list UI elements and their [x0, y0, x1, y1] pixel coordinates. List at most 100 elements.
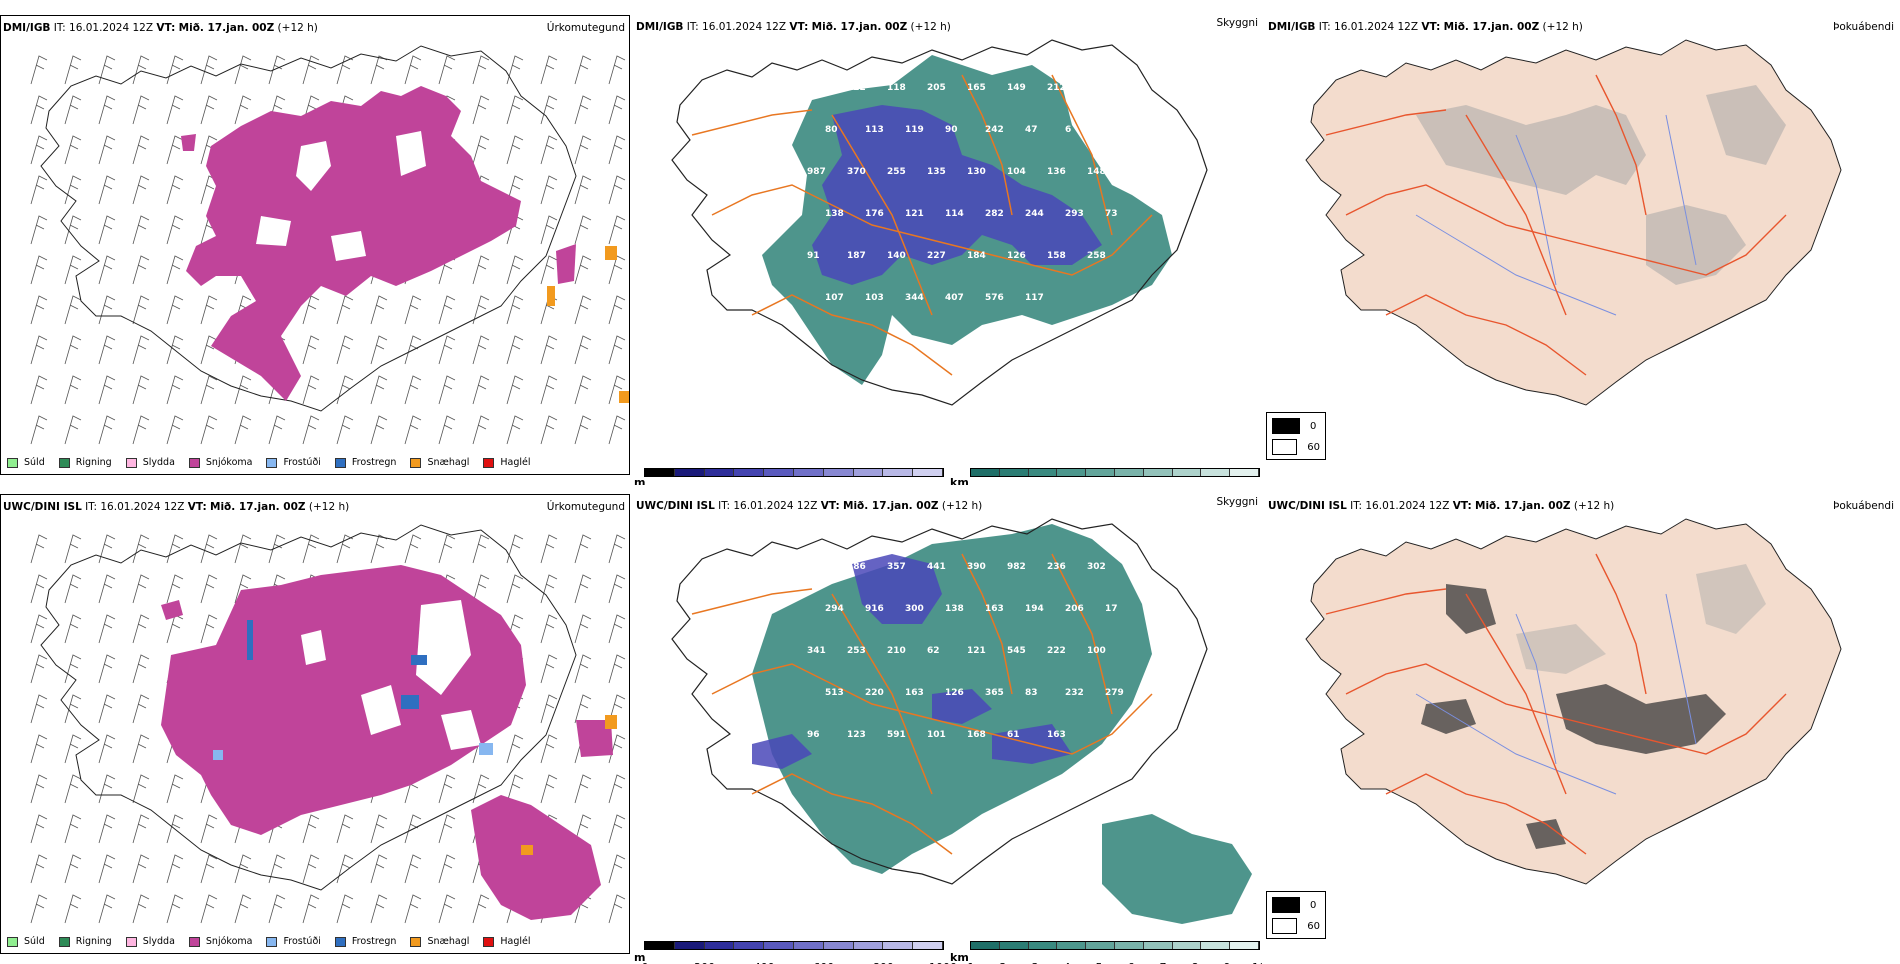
wind-barb	[200, 55, 218, 85]
wind-barb	[370, 55, 388, 85]
cloud-base-label: 107	[825, 293, 844, 303]
cloud-base-label: 232	[1065, 688, 1084, 698]
wind-barb	[98, 534, 116, 564]
visibility-unit: km	[950, 951, 969, 964]
wind-barb	[472, 574, 490, 604]
cloud-base-label: 104	[1007, 167, 1026, 177]
wind-barb	[608, 854, 626, 884]
precip-legend: Súld Rigning Slydda Snjókoma Frostúði Fr…	[7, 936, 531, 947]
wind-barb	[336, 295, 354, 325]
cloud-base-label: 126	[1007, 251, 1026, 261]
wind-barb	[302, 534, 320, 564]
wind-barb	[608, 295, 626, 325]
legend-item-rain: Rigning	[58, 457, 112, 468]
wind-barb	[30, 654, 48, 684]
cloud-base-label: 255	[887, 167, 906, 177]
panel-type-label: Þokuábendi	[1833, 21, 1894, 33]
wind-barb	[472, 774, 490, 804]
fog-map-top	[1305, 39, 1842, 406]
panel-type-label: Skyggni	[1216, 17, 1259, 29]
wind-barb	[540, 255, 558, 285]
colorbar-swatch	[823, 942, 854, 949]
wind-barb	[608, 694, 626, 724]
wind-barb	[404, 375, 422, 405]
wind-barb	[608, 95, 626, 125]
cloud-base-label: 242	[985, 125, 1004, 135]
wind-barb	[200, 814, 218, 844]
legend-item-freezing-drizzle: Frostúði	[266, 457, 321, 468]
wind-barb	[132, 135, 150, 165]
wind-barb	[64, 215, 82, 245]
colorbar-swatch	[764, 942, 794, 949]
wind-barb	[370, 814, 388, 844]
precip-type-map-top	[30, 45, 629, 445]
wind-barb	[506, 335, 524, 365]
wind-barb	[302, 854, 320, 884]
wind-barb	[64, 694, 82, 724]
cloud-base-label: 83	[1025, 688, 1038, 698]
wind-barb	[166, 534, 184, 564]
panel-title: UWC/DINI ISL IT: 16.01.2024 12Z VT: Mið.…	[636, 500, 983, 512]
wind-barb	[132, 415, 150, 445]
legend-item-freezing-rain: Frostregn	[334, 936, 396, 947]
wind-barb	[438, 854, 456, 884]
colorbar-swatch	[1114, 942, 1144, 949]
wind-barb	[200, 375, 218, 405]
wind-barb	[166, 894, 184, 924]
wind-barb	[64, 295, 82, 325]
cloud-base-label: 17	[1105, 604, 1118, 614]
wind-barb	[98, 654, 116, 684]
cloud-base-label: 591	[887, 730, 906, 740]
wind-barb	[98, 375, 116, 405]
wind-barb	[132, 654, 150, 684]
panel-type-label: Úrkomutegund	[546, 22, 625, 34]
wind-barb	[64, 774, 82, 804]
cloud-base-label: 138	[945, 604, 964, 614]
wind-barb	[98, 894, 116, 924]
wind-barb	[540, 175, 558, 205]
fog-map-bottom	[1305, 518, 1842, 885]
wind-barb	[166, 135, 184, 165]
cloud-base-label: 236	[1047, 562, 1066, 572]
wind-barb	[540, 694, 558, 724]
colorbar-swatch	[793, 469, 824, 476]
colorbar-swatch	[1201, 469, 1231, 476]
iceland-outline	[40, 45, 577, 412]
precip-type-map-bottom	[30, 524, 626, 924]
snowfall-area	[181, 86, 576, 401]
wind-barb	[540, 335, 558, 365]
wind-barb	[30, 55, 48, 85]
wind-barb	[506, 135, 524, 165]
wind-barb	[200, 854, 218, 884]
wind-barb	[438, 774, 456, 804]
wind-barb	[64, 335, 82, 365]
cloud-base-label: 126	[945, 688, 964, 698]
wind-barb	[30, 135, 48, 165]
wind-barb	[608, 335, 626, 365]
cloud-base-label: 987	[807, 167, 826, 177]
fog-legend-top: 0 60	[1266, 412, 1326, 460]
cloud-base-label: 119	[905, 125, 924, 135]
colorbar-swatch	[674, 942, 705, 949]
wind-barb	[200, 534, 218, 564]
wind-barb	[98, 854, 116, 884]
wind-barb	[132, 894, 150, 924]
road-network	[1325, 74, 1787, 376]
wind-barb	[166, 335, 184, 365]
wind-barb	[438, 55, 456, 85]
wind-barb	[166, 55, 184, 85]
wind-barb	[98, 415, 116, 445]
wind-barb	[98, 614, 116, 644]
wind-barb	[608, 654, 626, 684]
colorbar-swatch	[1143, 942, 1173, 949]
wind-barb	[438, 295, 456, 325]
wind-barb	[132, 335, 150, 365]
wind-barb	[608, 55, 626, 85]
wind-barb	[302, 55, 320, 85]
wind-barb	[608, 215, 626, 245]
wind-barb	[234, 95, 252, 125]
wind-barb	[540, 774, 558, 804]
cloud-base-label: 212	[1047, 83, 1066, 93]
cloud-base-label: 211	[807, 83, 826, 93]
wind-barb	[438, 534, 456, 564]
